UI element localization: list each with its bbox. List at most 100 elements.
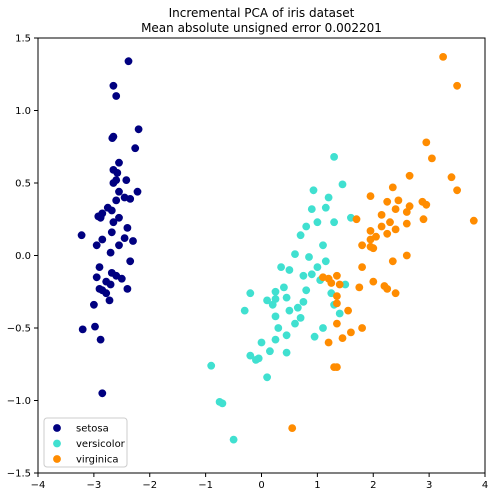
point-versicolor-16 bbox=[313, 263, 322, 271]
point-versicolor-35 bbox=[285, 306, 294, 315]
point-virginica-12 bbox=[422, 200, 431, 209]
point-virginica-16 bbox=[377, 211, 386, 219]
point-versicolor-42 bbox=[282, 331, 291, 340]
point-versicolor-7 bbox=[313, 218, 322, 227]
point-virginica-31 bbox=[388, 257, 397, 266]
point-setosa-50 bbox=[96, 335, 105, 344]
point-setosa-33 bbox=[106, 248, 115, 257]
point-versicolor-39 bbox=[291, 319, 299, 328]
point-versicolor-33 bbox=[293, 303, 302, 312]
point-virginica-5 bbox=[447, 173, 456, 182]
point-setosa-17 bbox=[112, 196, 121, 205]
point-virginica-17 bbox=[352, 215, 361, 224]
point-virginica-54 bbox=[288, 424, 297, 432]
x-tick-label: 3 bbox=[426, 480, 432, 491]
point-setosa-48 bbox=[78, 325, 87, 334]
point-setosa-12 bbox=[109, 179, 118, 187]
point-virginica-41 bbox=[355, 283, 364, 292]
point-setosa-49 bbox=[91, 322, 99, 331]
chart-subtitle: Mean absolute unsigned error 0.002201 bbox=[141, 21, 382, 35]
point-setosa-28 bbox=[77, 231, 86, 240]
point-virginica-6 bbox=[388, 183, 397, 192]
point-versicolor-8 bbox=[330, 218, 338, 227]
point-virginica-9 bbox=[383, 197, 392, 206]
point-virginica-37 bbox=[327, 279, 336, 287]
x-tick-label: −4 bbox=[31, 480, 46, 491]
legend-label-versicolor: versicolor bbox=[76, 439, 126, 450]
y-tick-label: −0.5 bbox=[7, 324, 31, 335]
point-setosa-5 bbox=[108, 134, 117, 143]
point-versicolor-36 bbox=[335, 309, 344, 318]
point-virginica-2 bbox=[422, 138, 431, 147]
point-virginica-25 bbox=[383, 229, 392, 238]
point-virginica-3 bbox=[428, 154, 436, 163]
point-virginica-49 bbox=[347, 328, 355, 337]
point-virginica-21 bbox=[402, 219, 411, 228]
point-virginica-43 bbox=[391, 289, 400, 298]
point-versicolor-54 bbox=[218, 399, 227, 408]
point-virginica-53 bbox=[333, 363, 341, 371]
point-virginica-30 bbox=[369, 244, 378, 253]
point-versicolor-41 bbox=[319, 324, 327, 332]
point-virginica-38 bbox=[335, 280, 344, 289]
legend-box bbox=[43, 417, 128, 468]
point-versicolor-34 bbox=[240, 306, 249, 315]
point-versicolor-45 bbox=[310, 332, 319, 341]
x-tick-label: 1 bbox=[314, 480, 320, 491]
point-virginica-45 bbox=[333, 299, 341, 308]
x-tick-label: 4 bbox=[482, 480, 488, 491]
point-versicolor-17 bbox=[285, 266, 294, 274]
legend-marker-setosa bbox=[53, 424, 61, 432]
point-versicolor-19 bbox=[307, 270, 316, 279]
point-versicolor-40 bbox=[274, 324, 283, 332]
legend: setosa versicolor virginica bbox=[43, 417, 128, 468]
point-setosa-25 bbox=[123, 224, 132, 232]
point-setosa-27 bbox=[120, 234, 129, 243]
point-virginica-33 bbox=[358, 263, 366, 271]
point-setosa-32 bbox=[115, 241, 123, 250]
point-virginica-34 bbox=[333, 271, 341, 280]
point-setosa-45 bbox=[102, 289, 111, 298]
point-setosa-44 bbox=[123, 285, 132, 293]
point-virginica-46 bbox=[344, 306, 352, 315]
point-setosa-31 bbox=[92, 241, 101, 250]
point-virginica-42 bbox=[383, 285, 392, 293]
point-versicolor-9 bbox=[302, 222, 311, 231]
point-versicolor-52 bbox=[263, 373, 271, 382]
point-versicolor-47 bbox=[282, 348, 291, 357]
point-versicolor-5 bbox=[307, 205, 316, 214]
point-virginica-50 bbox=[338, 334, 347, 342]
point-setosa-16 bbox=[120, 193, 129, 202]
point-setosa-26 bbox=[107, 228, 116, 237]
point-virginica-4 bbox=[405, 171, 414, 180]
plot-area-frame bbox=[37, 37, 486, 474]
point-versicolor-14 bbox=[321, 257, 330, 266]
point-setosa-41 bbox=[106, 280, 115, 289]
point-versicolor-44 bbox=[257, 338, 266, 347]
data-points bbox=[77, 53, 478, 444]
point-virginica-7 bbox=[453, 186, 461, 195]
point-versicolor-23 bbox=[271, 287, 280, 296]
point-versicolor-3 bbox=[324, 193, 333, 202]
point-versicolor-51 bbox=[207, 361, 216, 370]
point-versicolor-43 bbox=[271, 335, 280, 344]
point-setosa-30 bbox=[129, 237, 137, 245]
point-virginica-13 bbox=[405, 202, 414, 211]
point-virginica-20 bbox=[469, 216, 478, 225]
point-setosa-34 bbox=[126, 257, 135, 266]
point-virginica-44 bbox=[333, 292, 341, 300]
y-tick-label: −1.5 bbox=[7, 469, 31, 480]
x-tick-label: −3 bbox=[87, 480, 102, 491]
point-versicolor-4 bbox=[321, 203, 330, 212]
point-setosa-2 bbox=[112, 92, 121, 100]
point-setosa-10 bbox=[122, 176, 131, 185]
point-versicolor-13 bbox=[305, 253, 313, 261]
y-tick-label: 1.5 bbox=[15, 34, 31, 45]
legend-marker-versicolor bbox=[53, 439, 61, 448]
point-setosa-24 bbox=[109, 218, 118, 227]
axis-ticks: −4 −3 −2 −1 0 1 2 3 4 −1.5 −1.0 −0.5 0.0 0.5 1.0 1.5 bbox=[7, 34, 488, 492]
point-virginica-39 bbox=[369, 277, 378, 286]
point-versicolor-21 bbox=[341, 280, 350, 289]
y-tick-label: 1.0 bbox=[15, 106, 31, 117]
